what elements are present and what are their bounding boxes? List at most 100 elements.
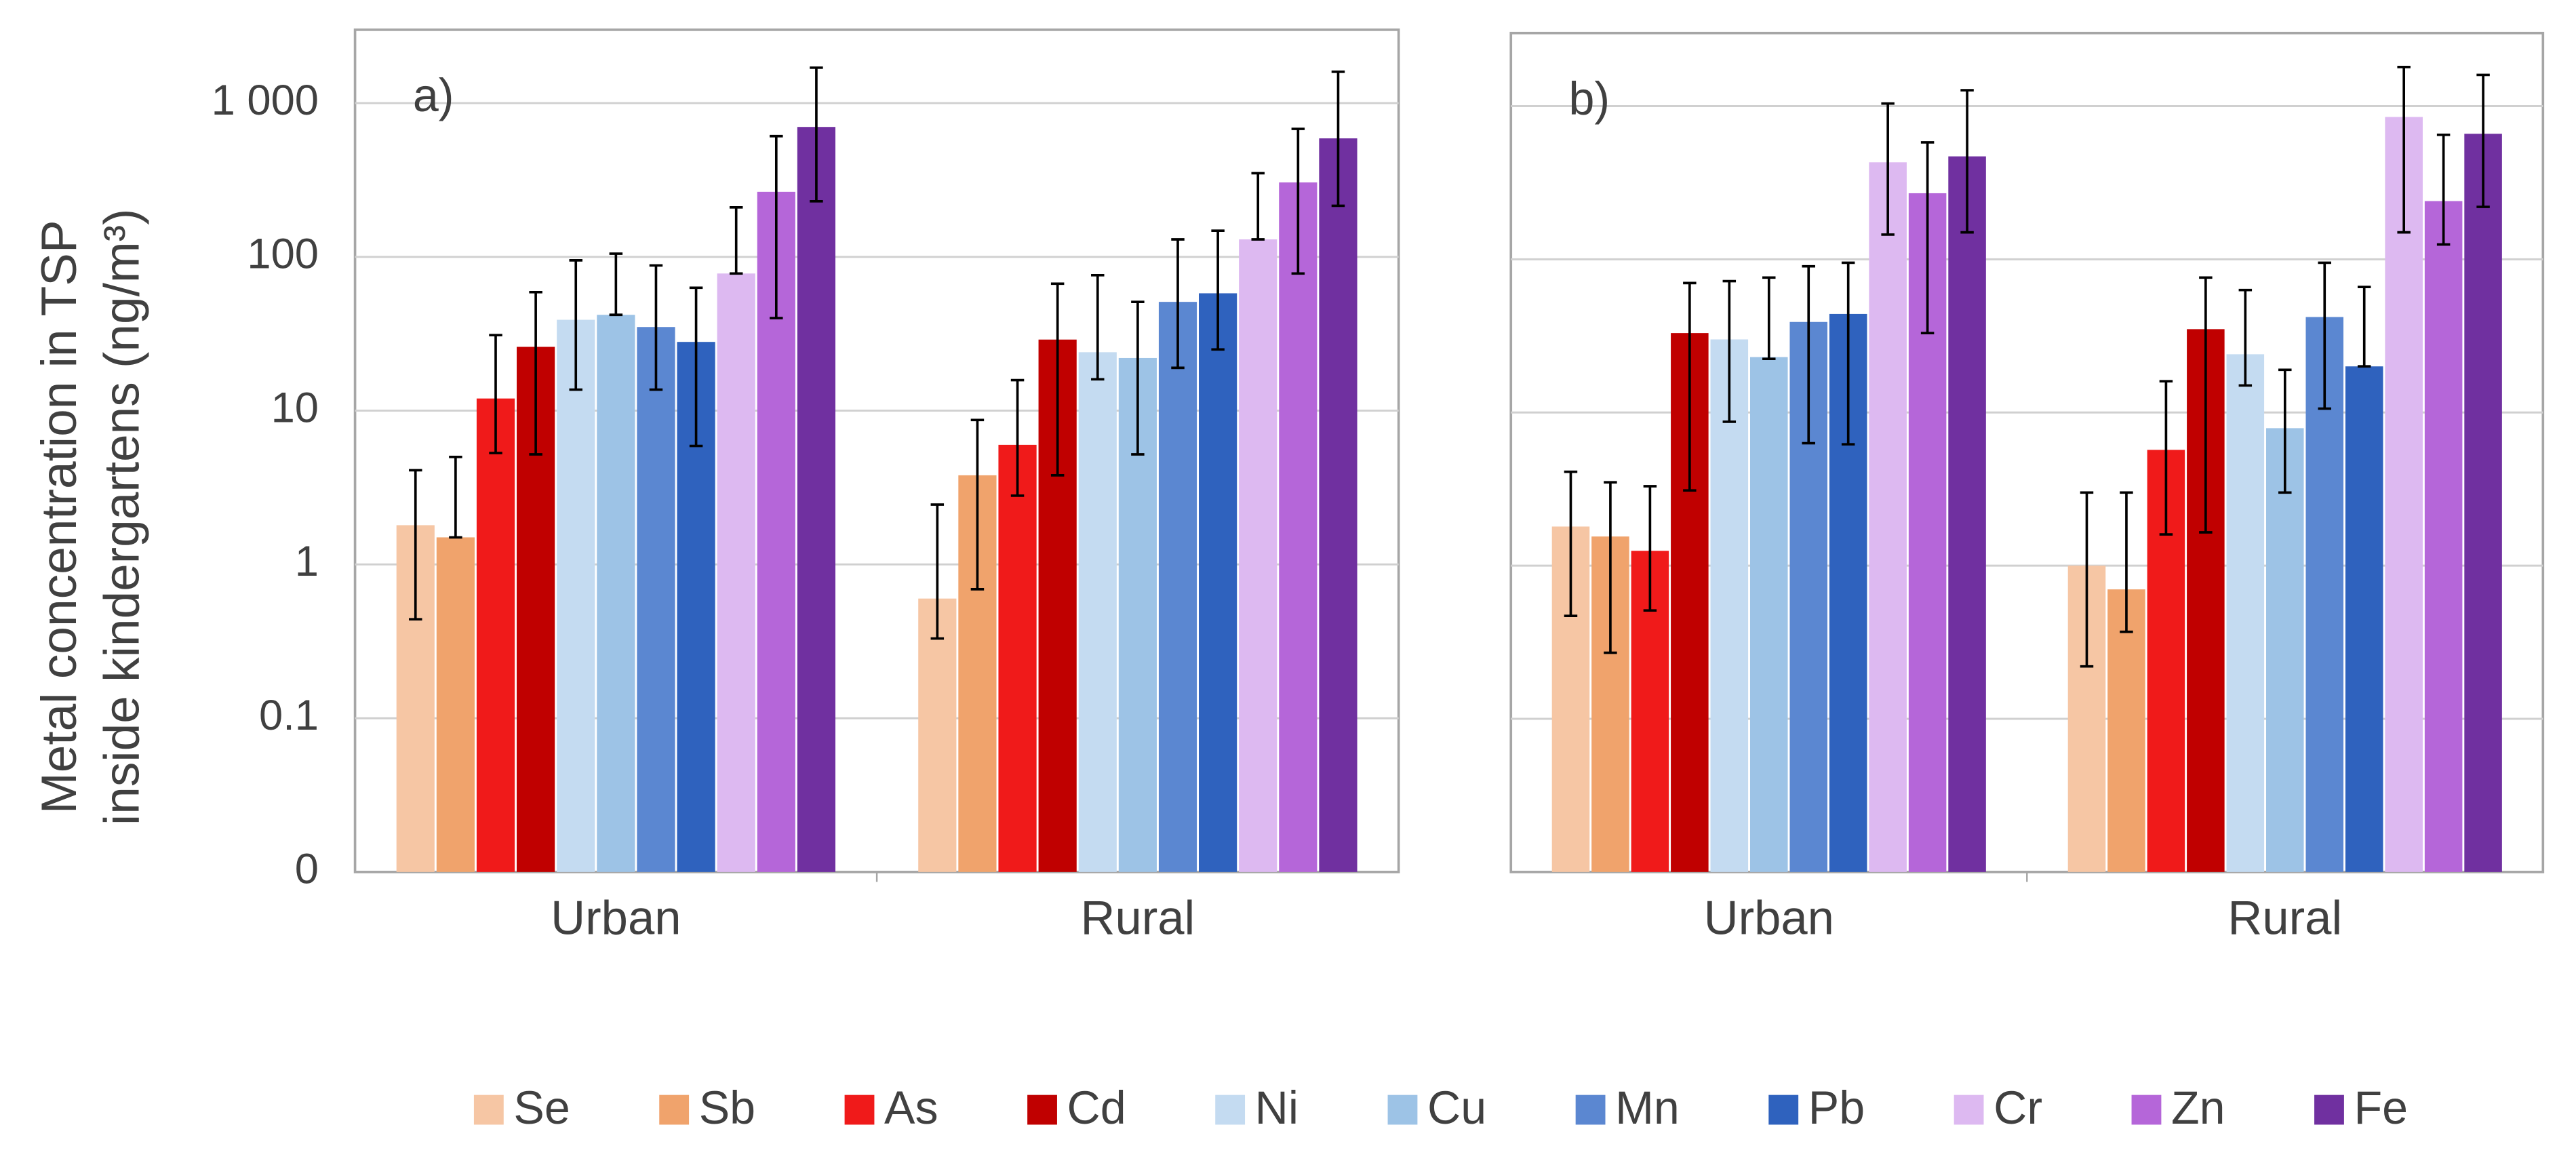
bar bbox=[998, 444, 1037, 872]
error-bar bbox=[970, 418, 985, 591]
error-bar bbox=[1643, 485, 1657, 612]
y-tick-label: 100 bbox=[247, 231, 319, 278]
bar bbox=[1319, 138, 1358, 872]
error-bar bbox=[1604, 481, 1617, 654]
legend-swatch bbox=[473, 1095, 504, 1125]
legend-label: Sb bbox=[699, 1082, 755, 1134]
error-bar bbox=[609, 252, 623, 317]
error-bar bbox=[1291, 127, 1305, 275]
error-bar bbox=[2080, 491, 2094, 668]
panel: 0 0.1 1 10 100 1 000 Metal concentration in TS… bbox=[32, 28, 1400, 945]
legend-label: Cd bbox=[1067, 1082, 1126, 1134]
error-bar bbox=[2278, 368, 2292, 494]
legend-swatch bbox=[2131, 1095, 2162, 1125]
legend-swatch bbox=[1027, 1095, 1057, 1125]
bar bbox=[1948, 156, 1986, 872]
bar bbox=[2385, 117, 2423, 872]
legend-swatch bbox=[1575, 1095, 1606, 1125]
error-bar bbox=[529, 290, 542, 456]
bar bbox=[1869, 162, 1907, 872]
error-bar bbox=[729, 205, 743, 275]
error-bar bbox=[1762, 276, 1776, 360]
error-bar bbox=[1211, 229, 1225, 351]
error-bar bbox=[2357, 285, 2371, 368]
error-bar bbox=[1010, 378, 1025, 497]
error-bar bbox=[649, 264, 663, 391]
legend: Se Sb As Cd Ni Cu Mn Pb Cr Zn Fe bbox=[473, 1082, 2409, 1134]
error-bar bbox=[1881, 102, 1895, 236]
panel: b) Urban Rural bbox=[1509, 31, 2545, 945]
legend-label: As bbox=[884, 1082, 938, 1134]
legend-label: Se bbox=[513, 1082, 570, 1134]
error-bar bbox=[2318, 261, 2331, 410]
legend-swatch bbox=[1387, 1095, 1418, 1125]
error-bar bbox=[1683, 281, 1697, 492]
legend-label: Mn bbox=[1615, 1082, 1680, 1134]
bar bbox=[637, 327, 675, 872]
bar bbox=[557, 319, 595, 872]
error-bar bbox=[689, 286, 703, 448]
y-axis-label: inside kindergartens (ng/m³) bbox=[94, 209, 149, 825]
x-tick-label: Urban bbox=[551, 891, 681, 945]
bar bbox=[2266, 428, 2304, 872]
x-tick-label: Rural bbox=[2227, 891, 2342, 945]
error-bar bbox=[2120, 491, 2133, 633]
error-bar bbox=[2436, 133, 2451, 246]
legend-label: Cu bbox=[1427, 1082, 1486, 1134]
y-tick-label: 0 bbox=[295, 846, 319, 893]
y-tick-label: 1 bbox=[295, 538, 319, 585]
bar bbox=[918, 598, 957, 872]
error-bar bbox=[1920, 141, 1935, 334]
legend-label: Cr bbox=[1994, 1082, 2042, 1134]
bar bbox=[1239, 239, 1277, 872]
bar bbox=[1279, 182, 1317, 872]
bar bbox=[1078, 352, 1117, 872]
error-bar bbox=[2476, 73, 2490, 208]
y-axis-label: Metal concentration in TSP bbox=[32, 220, 87, 814]
legend-label: Fe bbox=[2354, 1082, 2409, 1134]
bar bbox=[2464, 134, 2502, 872]
error-bar bbox=[930, 503, 945, 640]
legend-swatch bbox=[1954, 1095, 1984, 1125]
bar bbox=[2345, 366, 2383, 872]
error-bar bbox=[770, 134, 783, 319]
error-bar bbox=[2397, 66, 2411, 234]
bar bbox=[1710, 339, 1749, 872]
bar bbox=[476, 398, 515, 872]
bar bbox=[1199, 293, 1237, 872]
panel-label: b) bbox=[1568, 73, 1610, 125]
y-tick-label: 0.1 bbox=[259, 692, 319, 739]
error-bar bbox=[1050, 282, 1065, 477]
error-bar bbox=[1722, 279, 1737, 423]
bar bbox=[1749, 357, 1788, 872]
legend-swatch bbox=[2314, 1095, 2344, 1125]
bar bbox=[1158, 302, 1197, 872]
error-bar bbox=[1131, 300, 1145, 456]
bar bbox=[2107, 589, 2145, 872]
x-tick-label: Rural bbox=[1081, 891, 1195, 945]
error-bar bbox=[810, 66, 823, 203]
error-bar bbox=[1564, 470, 1578, 618]
error-bar bbox=[569, 259, 582, 391]
error-bar bbox=[1802, 264, 1815, 445]
y-tick-label: 1 000 bbox=[212, 77, 319, 124]
legend-label: Pb bbox=[1808, 1082, 1865, 1134]
panel-label: a) bbox=[413, 70, 454, 121]
error-bar bbox=[1960, 89, 1974, 234]
bar bbox=[2226, 354, 2265, 872]
error-bar bbox=[1171, 238, 1185, 370]
bar bbox=[797, 127, 836, 872]
legend-swatch bbox=[844, 1095, 875, 1125]
error-bar bbox=[449, 456, 462, 539]
bar bbox=[717, 273, 755, 872]
legend-swatch bbox=[1215, 1095, 1246, 1125]
error-bar bbox=[2159, 380, 2173, 536]
x-tick-label: Urban bbox=[1704, 891, 1834, 945]
legend-label: Ni bbox=[1255, 1082, 1299, 1134]
error-bar bbox=[1091, 274, 1105, 381]
error-bar bbox=[1841, 261, 1855, 446]
legend-label: Zn bbox=[2171, 1082, 2225, 1134]
bar bbox=[597, 315, 635, 872]
bar bbox=[436, 537, 475, 872]
